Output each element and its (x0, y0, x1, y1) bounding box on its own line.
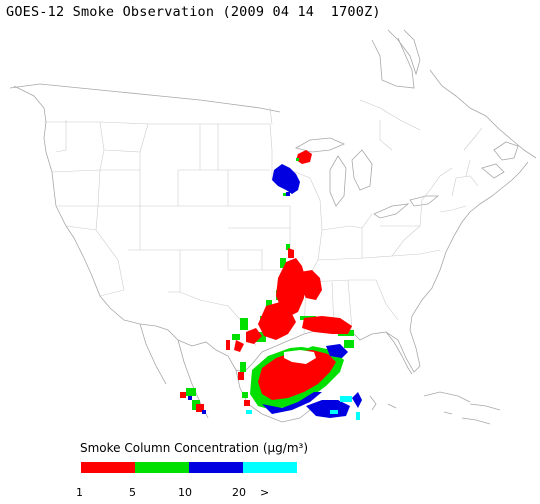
smoke-blue-3 (188, 396, 206, 414)
colorbar-tick-10: 10 (178, 486, 192, 499)
coastline (9, 29, 537, 425)
colorbar-segment-3 (189, 462, 243, 473)
state-borders (44, 99, 483, 347)
legend-label: Smoke Column Concentration (µg/m³) (80, 441, 308, 455)
smoke-red-2 (258, 350, 336, 400)
map-title: GOES-12 Smoke Observation (2009 04 14 17… (6, 4, 381, 20)
smoke-gap (284, 338, 318, 364)
smoke-red-3 (180, 340, 250, 412)
colorbar-segment-1 (81, 462, 135, 473)
colorbar-segment-2 (135, 462, 189, 473)
smoke-green-3 (186, 362, 248, 410)
colorbar-tick-1: 1 (76, 486, 83, 499)
colorbar-tick-gt: > (260, 486, 270, 499)
smoke-cyan-2 (246, 396, 360, 420)
smoke-cluster-north (272, 164, 300, 196)
colorbar-tick-5: 5 (129, 486, 136, 499)
smoke-cluster-north-green (283, 158, 299, 196)
colorbar-segment-4 (243, 462, 297, 473)
smoke-blue-2 (262, 344, 362, 418)
smoke-map (9, 29, 537, 425)
smoke-red-1 (234, 248, 352, 352)
colorbar-tick-20: 20 (232, 486, 246, 499)
colorbar (81, 462, 297, 473)
smoke-cluster-north-red (296, 150, 312, 164)
smoke-overlay (180, 150, 362, 420)
